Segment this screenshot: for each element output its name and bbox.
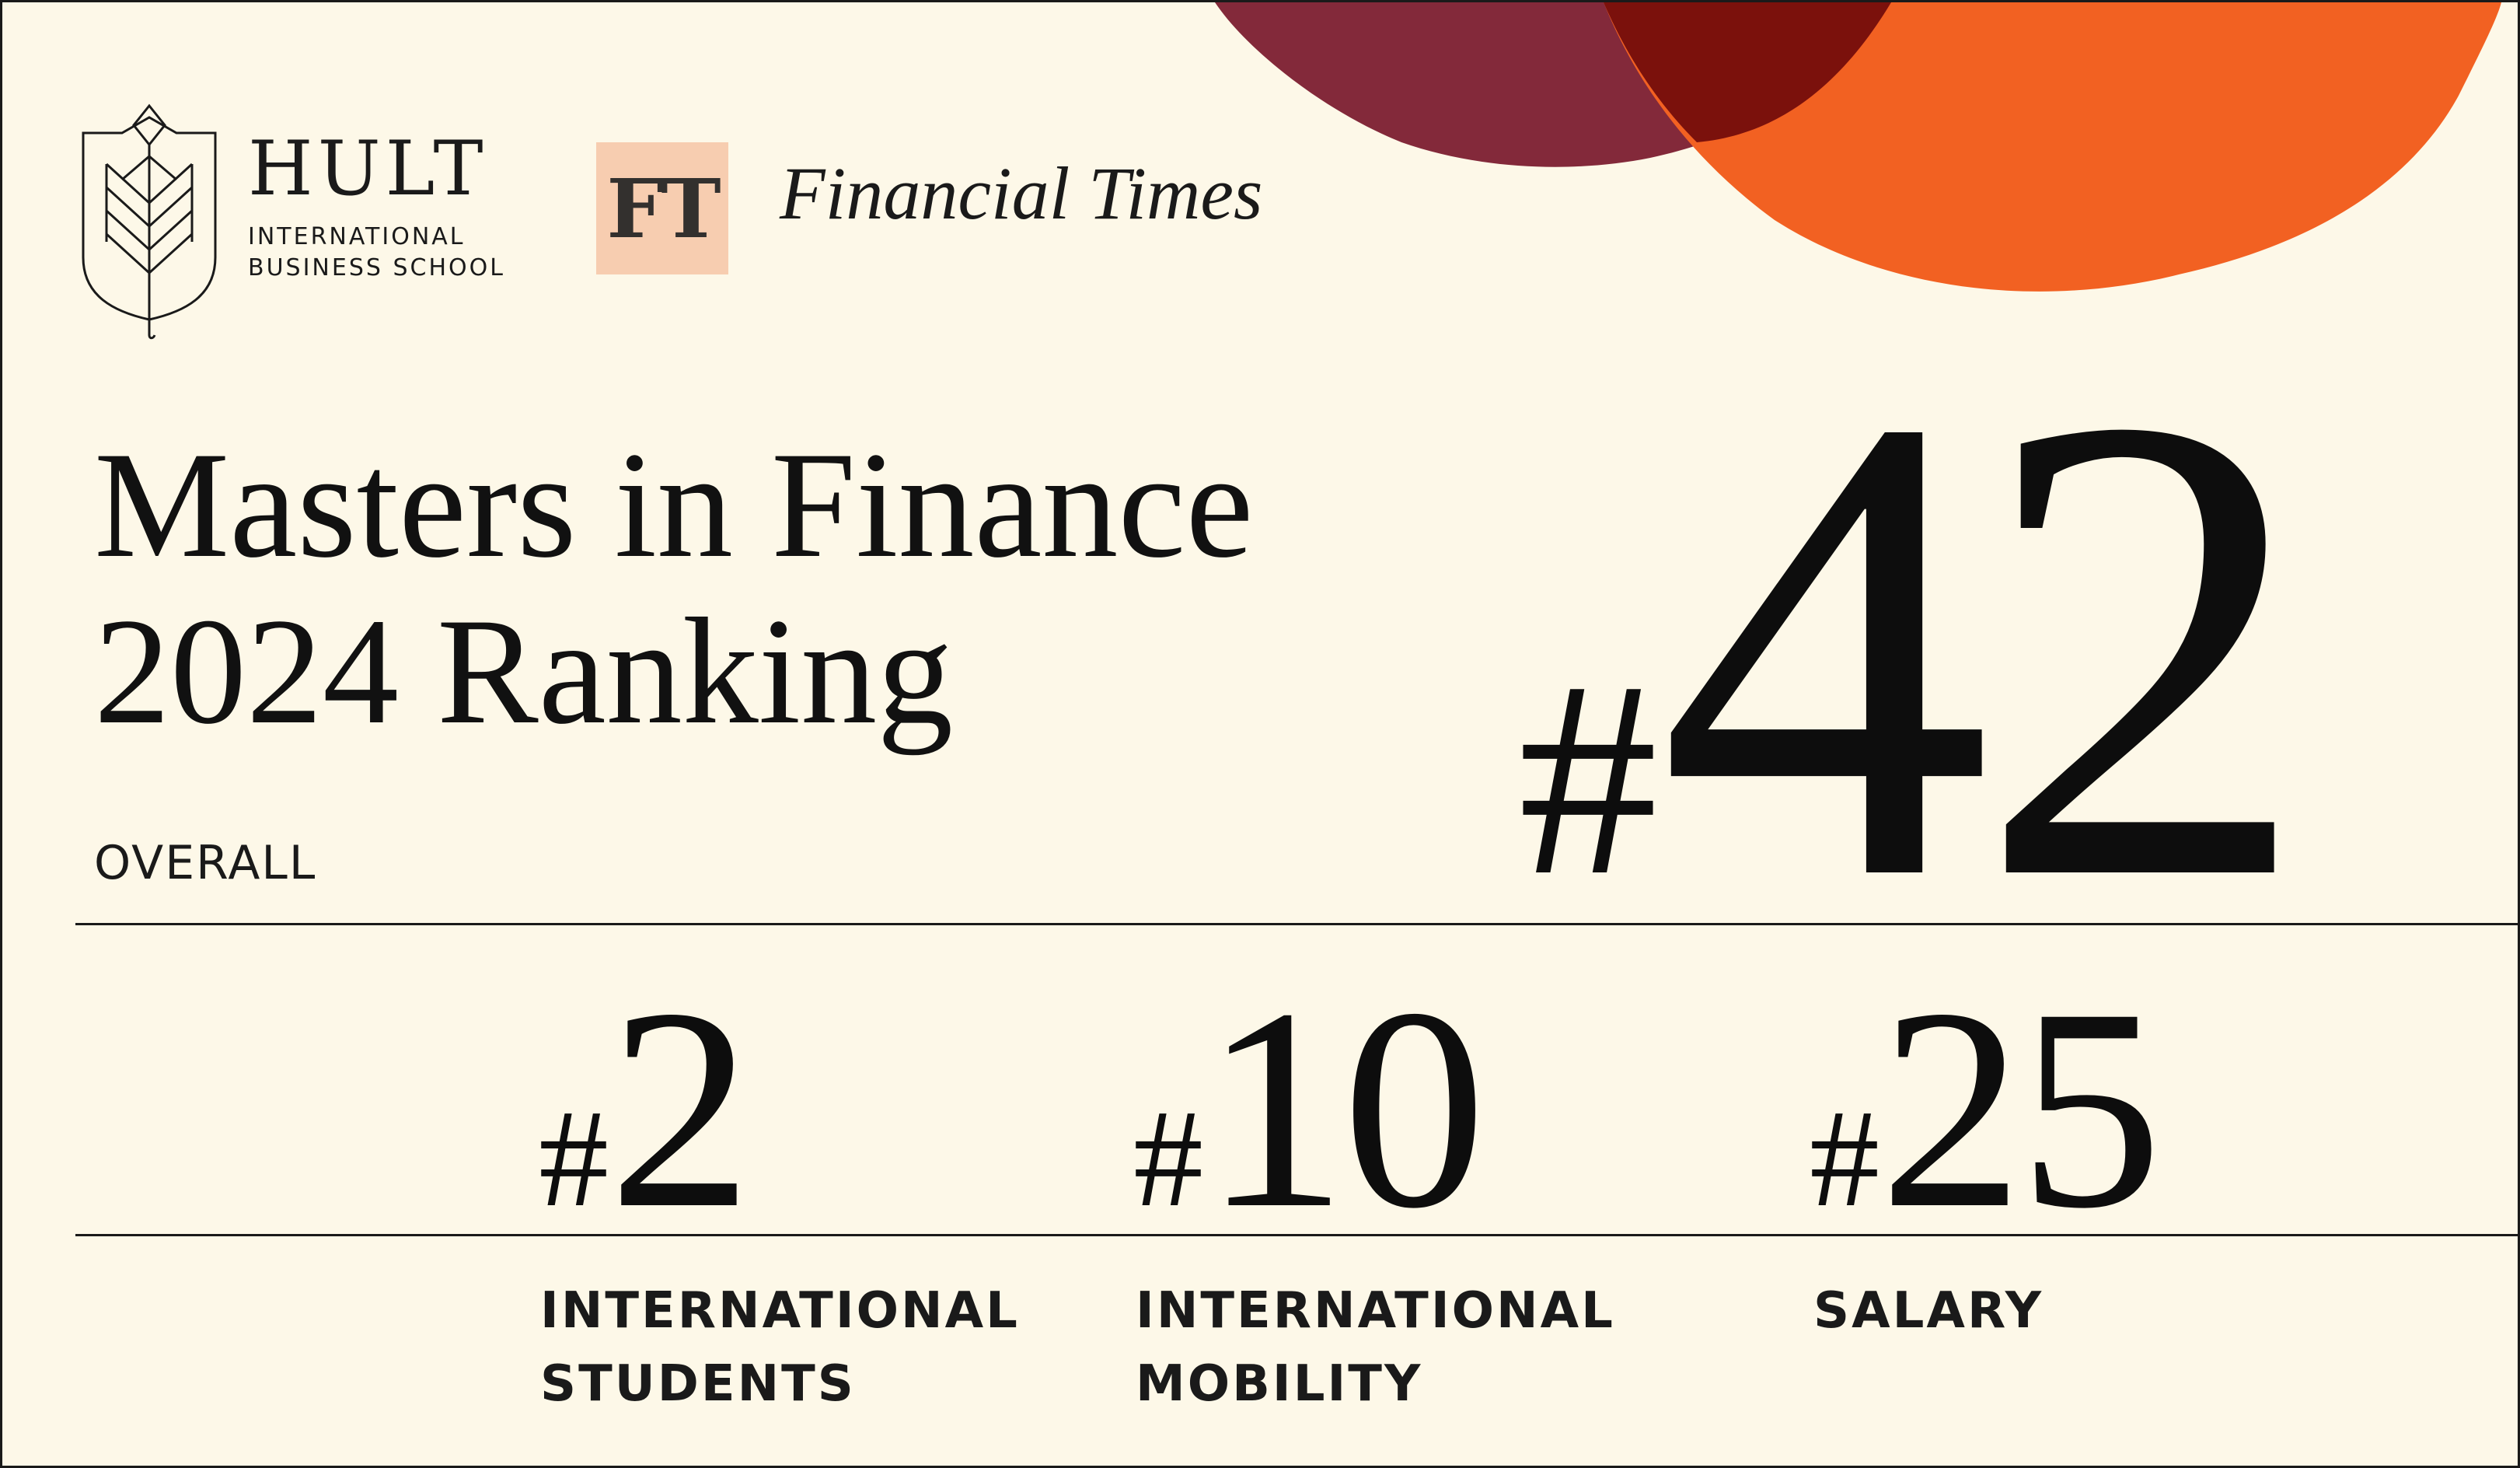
stat-rank-salary-hash: # — [1810, 1081, 1880, 1236]
stat-label-mobility: INTERNATIONAL MOBILITY — [1136, 1282, 1615, 1413]
hult-wordmark: HULT INTERNATIONAL BUSINESS SCHOOL — [248, 131, 505, 284]
title-line-1: Masters in Finance — [94, 421, 1254, 589]
ft-logo-box: FT — [596, 142, 728, 274]
stat-rank-mobility-number: 10 — [1203, 949, 1486, 1268]
stat-label-students: INTERNATIONAL STUDENTS — [540, 1282, 1020, 1413]
ft-name: Financial Times — [780, 152, 1263, 235]
overall-rank-hash: # — [1518, 623, 1658, 933]
overall-rank-number: 42 — [1658, 278, 2311, 1018]
overall-rank: #42 — [1518, 313, 2311, 982]
hult-logo: HULT INTERNATIONAL BUSINESS SCHOOL — [75, 102, 505, 343]
stat-rank-salary-number: 25 — [1880, 949, 2162, 1268]
page-title: Masters in Finance 2024 Ranking — [94, 422, 1253, 755]
stat-rank-salary: #25 — [1810, 965, 2162, 1253]
stat-rank-mobility-hash: # — [1133, 1081, 1203, 1236]
stat-rank-students-hash: # — [539, 1081, 609, 1236]
stat-rank-students-number: 2 — [609, 949, 752, 1268]
hult-subline-2: BUSINESS SCHOOL — [248, 254, 505, 281]
hult-name: HULT — [248, 125, 488, 212]
stat-rank-students: #2 — [539, 965, 752, 1253]
overall-label: OVERALL — [94, 836, 317, 890]
title-line-2: 2024 Ranking — [94, 587, 954, 756]
divider-bottom — [75, 1234, 2518, 1236]
hult-crest-icon — [82, 103, 217, 340]
overlap-blob — [1604, 2, 1891, 142]
ft-mark: FT — [606, 160, 721, 257]
stat-label-salary: SALARY — [1813, 1282, 2044, 1340]
divider-top — [75, 923, 2518, 925]
stat-rank-mobility: #10 — [1133, 965, 1486, 1253]
hult-subline-1: INTERNATIONAL — [248, 223, 466, 250]
